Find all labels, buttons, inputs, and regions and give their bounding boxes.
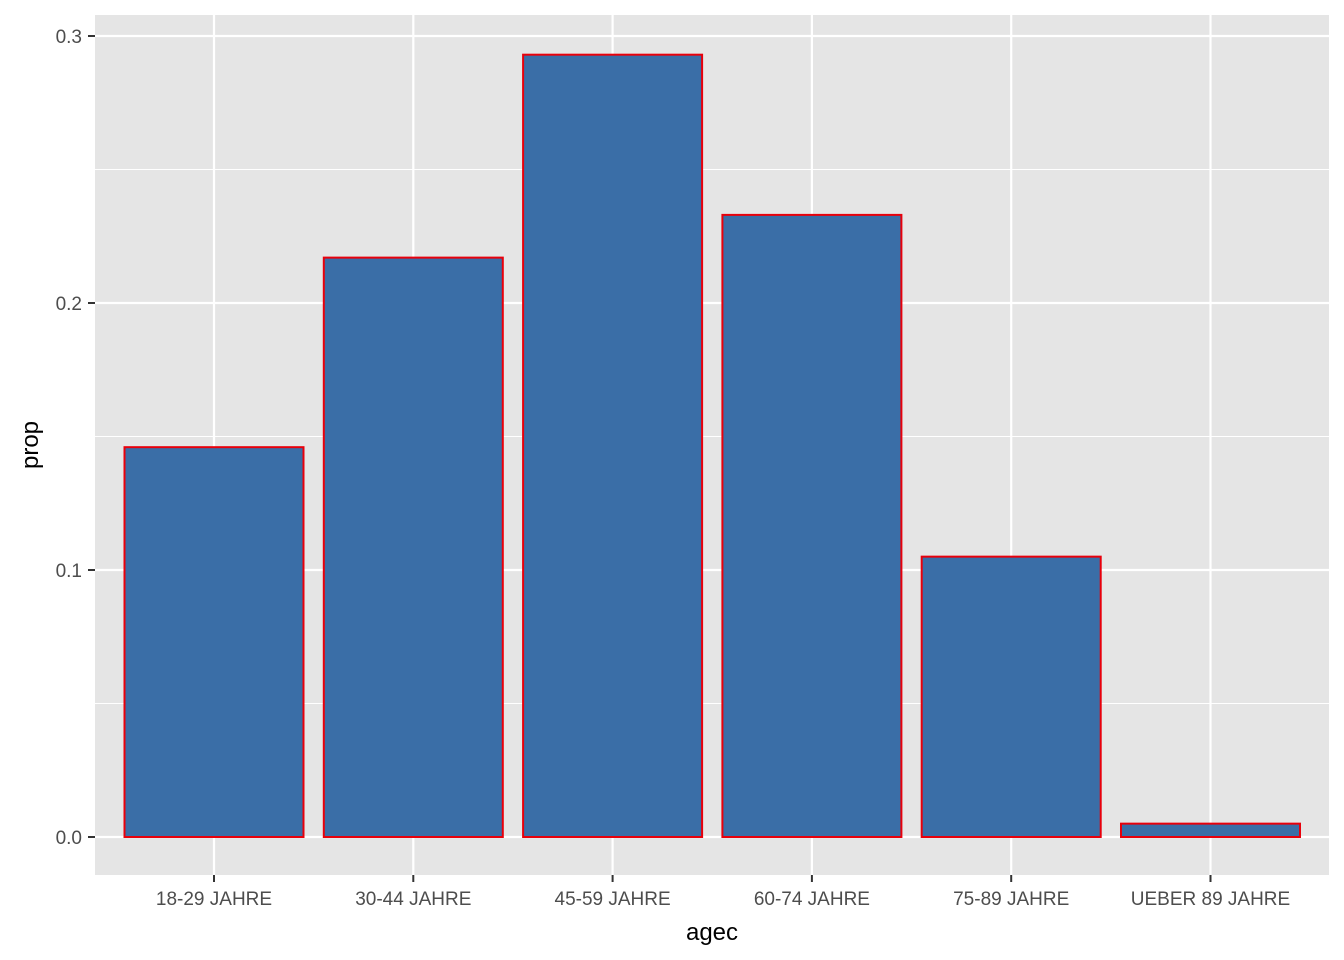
y-tick-label: 0.2 bbox=[56, 294, 82, 315]
bar-75-89-jahre bbox=[920, 555, 1102, 839]
y-tick-label: 0.1 bbox=[56, 561, 82, 582]
bar-18-29-jahre bbox=[123, 446, 305, 838]
bars bbox=[123, 53, 1301, 839]
x-tick-label: 18-29 JAHRE bbox=[156, 889, 272, 910]
x-tick-label: UEBER 89 JAHRE bbox=[1131, 889, 1290, 910]
y-axis: 0.0 0.1 0.2 0.3 bbox=[56, 27, 95, 849]
y-tick-label: 0.0 bbox=[56, 828, 82, 849]
x-tick-label: 75-89 JAHRE bbox=[953, 889, 1069, 910]
x-axis-title: agec bbox=[686, 919, 738, 946]
x-tick-label: 60-74 JAHRE bbox=[754, 889, 870, 910]
bar-ueber-89-jahre bbox=[1120, 822, 1301, 839]
y-axis-title: prop bbox=[17, 421, 44, 469]
x-tick-label: 30-44 JAHRE bbox=[355, 889, 471, 910]
y-tick-label: 0.3 bbox=[56, 27, 82, 48]
bar-45-59-jahre bbox=[522, 53, 704, 838]
bar-30-44-jahre bbox=[322, 256, 504, 838]
x-tick-label: 45-59 JAHRE bbox=[555, 889, 671, 910]
x-axis: 18-29 JAHRE 30-44 JAHRE 45-59 JAHRE 60-74 J… bbox=[156, 875, 1290, 910]
bar-60-74-jahre bbox=[721, 213, 903, 838]
